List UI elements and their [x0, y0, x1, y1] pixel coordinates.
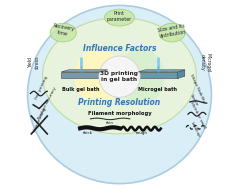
Text: Position accuracy: Position accuracy [37, 86, 57, 120]
Ellipse shape [159, 23, 185, 42]
Polygon shape [178, 70, 185, 78]
Text: thin: thin [106, 121, 114, 125]
Text: Influence Factors: Influence Factors [83, 44, 156, 53]
Text: Stable: Stable [189, 94, 199, 107]
Text: 3D printing
in gel bath: 3D printing in gel bath [101, 71, 138, 82]
Polygon shape [138, 70, 185, 72]
Text: breakup: breakup [190, 121, 201, 138]
Text: Bulk gel bath: Bulk gel bath [62, 87, 100, 92]
Text: Shape Stability: Shape Stability [189, 73, 206, 103]
Ellipse shape [43, 18, 196, 134]
Text: fast printing: fast printing [34, 76, 49, 100]
Text: Printing Resolution: Printing Resolution [78, 98, 161, 107]
Text: Yield
stress: Yield stress [28, 56, 40, 69]
Ellipse shape [104, 9, 135, 26]
Text: thick: thick [83, 132, 92, 136]
Text: rough: rough [136, 132, 148, 136]
Polygon shape [101, 70, 108, 78]
Text: Shrink or swell: Shrink or swell [189, 101, 206, 129]
Polygon shape [61, 72, 101, 78]
Ellipse shape [27, 5, 212, 184]
Ellipse shape [118, 49, 164, 105]
Ellipse shape [75, 49, 121, 105]
Ellipse shape [50, 23, 76, 42]
Text: Filament morphology: Filament morphology [88, 111, 151, 116]
Polygon shape [138, 72, 178, 78]
Text: Size and its
distribution: Size and its distribution [158, 23, 187, 39]
Ellipse shape [99, 56, 140, 97]
Text: Recovery
time: Recovery time [51, 23, 75, 38]
Text: Microgel
density: Microgel density [199, 53, 211, 72]
Text: Print
parameter: Print parameter [107, 11, 132, 22]
Polygon shape [61, 70, 108, 72]
Text: Microgel bath: Microgel bath [138, 87, 178, 92]
Text: slow printing: slow printing [32, 107, 47, 133]
